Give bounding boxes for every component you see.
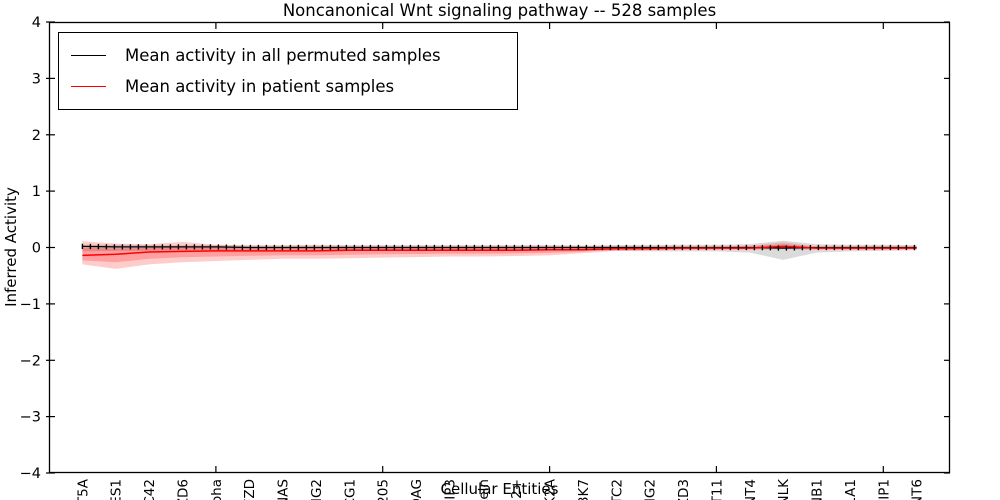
x-category-label: G protein — [476, 479, 492, 500]
patient-mean-line — [82, 245, 917, 257]
x-category-label: FZD3 — [676, 479, 692, 500]
legend-line-red-icon — [71, 86, 106, 87]
x-category-label: mol:DAG — [409, 479, 425, 500]
x-category-label: MAP3K7IP1 — [876, 479, 892, 500]
y-tick-label: −1 — [20, 297, 41, 313]
x-category-label: NFAT1/CK1 alpha — [209, 479, 225, 500]
x-category-label: WNT4 — [743, 479, 759, 500]
legend-line-black-icon — [71, 55, 106, 56]
permuted-line-markers — [81, 243, 916, 251]
x-category-label: WNT6 — [910, 479, 926, 500]
y-tick-label: 2 — [32, 128, 41, 144]
chart-title: Noncanonical Wnt signaling pathway -- 52… — [282, 1, 717, 20]
y-tick-label: 3 — [32, 71, 41, 87]
x-category-label: GO:0007205 — [376, 479, 392, 500]
x-category-label: NFATC2 — [609, 479, 625, 500]
x-category-label: CSNK1A1 — [843, 479, 859, 500]
x-category-label: GNB1/GNG2 — [309, 479, 325, 500]
y-tick-label: 0 — [32, 241, 41, 257]
y-axis-label: Inferred Activity — [2, 187, 20, 307]
x-category-label: PLCG1 — [342, 479, 358, 500]
legend-item-permuted: Mean activity in all permuted samples — [71, 40, 507, 71]
x-category-label: WNT5A — [75, 478, 91, 500]
x-axis-label: Cellular Entities — [440, 480, 559, 498]
x-category-label: WNT11 — [709, 479, 725, 500]
x-category-label: GNB1 — [810, 479, 826, 500]
y-tick-label: −2 — [20, 353, 41, 369]
x-category-label: YES1 — [109, 479, 125, 500]
x-category-label: mol:IP3 — [442, 479, 458, 500]
x-category-label: GNG2 — [643, 479, 659, 500]
x-category-label: CAMK2A — [543, 478, 559, 500]
y-tick-label: 1 — [32, 184, 41, 200]
y-tick-label: −4 — [20, 466, 41, 482]
x-category-label: NLK — [776, 478, 792, 500]
x-category-label: MAP3K7 — [576, 479, 592, 500]
legend-label: Mean activity in all permuted samples — [125, 46, 441, 65]
legend: Mean activity in all permuted samples Me… — [58, 32, 518, 110]
x-category-label: mol:Ca2+ — [509, 479, 525, 500]
x-category-label: GNAS — [276, 479, 292, 500]
y-tick-label: 4 — [32, 15, 41, 31]
x-category-label: FZD6 — [175, 479, 191, 500]
permuted-mean-line — [82, 245, 917, 249]
legend-item-patient: Mean activity in patient samples — [71, 71, 507, 102]
y-tick-label: −3 — [20, 410, 41, 426]
x-category-label: CDC42 — [142, 479, 158, 500]
legend-label: Mean activity in patient samples — [125, 77, 395, 96]
permuted-confidence-band — [82, 240, 917, 260]
